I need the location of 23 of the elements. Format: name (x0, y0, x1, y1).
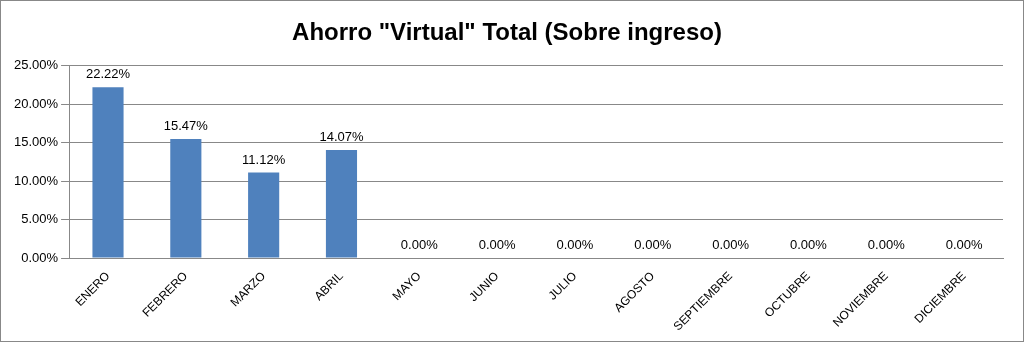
data-label: 0.00% (945, 237, 983, 253)
data-label: 0.00% (790, 237, 828, 253)
y-tick-label: 15.00% (14, 134, 59, 150)
bar (92, 87, 124, 258)
y-tick-label: 20.00% (14, 95, 59, 111)
data-label: 0.00% (634, 237, 672, 253)
bar (325, 149, 358, 258)
data-label: 22.22% (85, 66, 131, 82)
data-label: 11.12% (242, 151, 286, 167)
bar (170, 139, 202, 258)
y-tick-label: 25.00% (14, 57, 59, 73)
y-tick-label: 5.00% (21, 211, 59, 227)
data-label: 0.00% (400, 237, 439, 253)
data-label: 0.00% (478, 237, 516, 253)
data-label: 0.00% (867, 237, 906, 253)
data-label: 15.47% (163, 118, 209, 134)
y-tick-label: 0.00% (21, 249, 59, 265)
y-tick-label: 10.00% (14, 172, 59, 188)
data-label: 0.00% (712, 237, 750, 253)
data-label: 14.07% (319, 128, 364, 144)
bar (248, 172, 280, 258)
chart-title: Ahorro "Virtual" Total (Sobre ingreso) (292, 18, 722, 46)
data-label: 0.00% (556, 237, 594, 253)
